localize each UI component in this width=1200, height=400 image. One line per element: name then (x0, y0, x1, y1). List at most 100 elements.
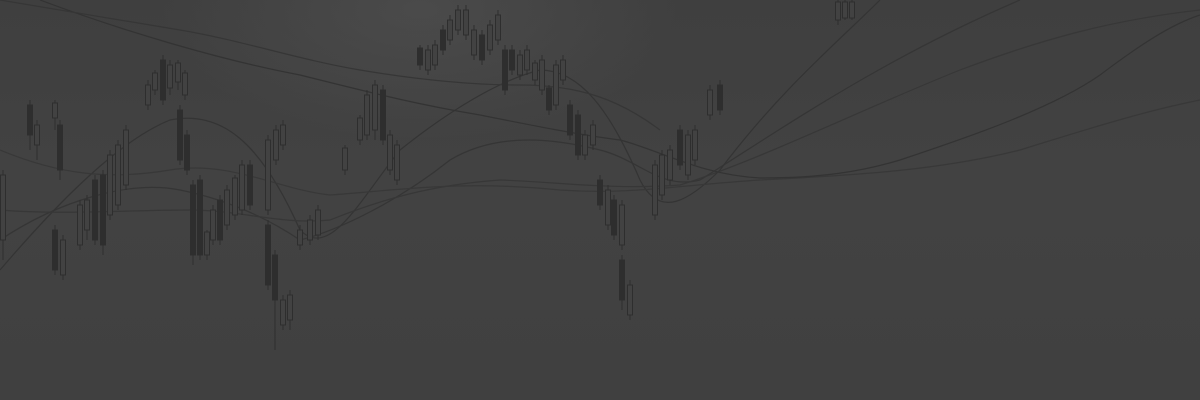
candlestick (197, 175, 203, 260)
candlestick (692, 125, 698, 165)
candlestick (394, 140, 400, 185)
candlestick (835, 0, 841, 25)
candlestick (123, 125, 129, 190)
candlestick (272, 250, 278, 350)
candle-body (204, 231, 210, 256)
candlestick (502, 45, 508, 95)
moving-average-line (0, 0, 1021, 241)
candle-body (539, 59, 545, 91)
candlestick (685, 130, 691, 180)
candlestick (145, 80, 151, 110)
candle-body (342, 147, 348, 171)
candlestick (560, 55, 566, 85)
candlestick (364, 90, 370, 140)
candlestick (0, 170, 6, 260)
candlestick (524, 45, 530, 75)
candlestick (175, 60, 181, 90)
candle-body (197, 179, 203, 256)
candlestick (487, 20, 493, 55)
candlestick (582, 130, 588, 160)
candle-body (425, 49, 431, 71)
candle-body (60, 239, 66, 276)
candle-body (560, 59, 566, 81)
candlestick (184, 130, 190, 175)
candlestick (204, 230, 210, 260)
candlestick (152, 70, 158, 95)
candlestick (232, 175, 238, 220)
candlestick (315, 205, 321, 240)
candlestick (463, 5, 469, 40)
candlestick (842, 0, 848, 20)
candle-body (177, 109, 183, 161)
candle-body (455, 9, 461, 31)
candlestick (387, 130, 393, 175)
candle-body (394, 144, 400, 181)
candle-body (502, 49, 508, 91)
candlestick (575, 110, 581, 160)
candle-body (659, 154, 665, 196)
candle-body (611, 199, 617, 236)
candlestick (280, 295, 286, 330)
candle-body (677, 129, 683, 166)
candlestick (717, 80, 723, 115)
candlestick (380, 85, 386, 145)
candlestick (27, 100, 33, 150)
candlestick (52, 225, 58, 275)
candlestick (479, 30, 485, 65)
candlestick (440, 25, 446, 55)
candlestick (217, 195, 223, 245)
candle-body (432, 44, 438, 66)
candlestick (425, 45, 431, 75)
candlestick (273, 125, 279, 165)
candlestick (509, 45, 515, 75)
moving-average-line (0, 0, 881, 271)
candle-body (471, 29, 477, 56)
candle-body (52, 102, 58, 119)
candlestick (611, 195, 617, 240)
candlestick (280, 120, 286, 150)
candlestick (619, 255, 625, 310)
candle-body (123, 129, 129, 186)
moving-average-line (0, 99, 1200, 196)
candle-body (590, 124, 596, 146)
candlestick (417, 45, 423, 70)
candle-body (575, 114, 581, 156)
candlestick (532, 60, 538, 85)
candle-body (597, 179, 603, 206)
candlestick (517, 50, 523, 80)
candlestick (265, 135, 271, 215)
moving-average-line (39, 0, 1200, 179)
candle-body (152, 72, 158, 91)
candlestick (455, 5, 461, 35)
candle-body (627, 284, 633, 316)
candle-body (440, 29, 446, 51)
candle-body (372, 84, 378, 131)
candle-body (517, 54, 523, 76)
candle-body (184, 134, 190, 171)
candlestick (92, 175, 98, 245)
candlestick (652, 160, 658, 220)
candle-body (707, 89, 713, 116)
candlestick (590, 120, 596, 150)
candle-body (546, 87, 552, 111)
candle-body (495, 14, 501, 41)
candlestick (372, 80, 378, 140)
candle-body (463, 9, 469, 36)
candle-body (287, 294, 293, 321)
candlestick (77, 200, 83, 250)
candle-body (239, 164, 245, 211)
candlestick (52, 100, 58, 130)
candlestick (107, 150, 113, 220)
candle-body (265, 139, 271, 211)
candlestick (659, 150, 665, 200)
candle-body (77, 204, 83, 246)
candlestick (100, 170, 106, 255)
candle-body (265, 224, 271, 286)
candle-body (224, 189, 230, 226)
candle-body (247, 164, 253, 206)
candlestick (224, 185, 230, 230)
candle-body (567, 104, 573, 136)
candlestick (297, 225, 303, 250)
candle-body (619, 204, 625, 246)
candle-body (0, 174, 6, 241)
